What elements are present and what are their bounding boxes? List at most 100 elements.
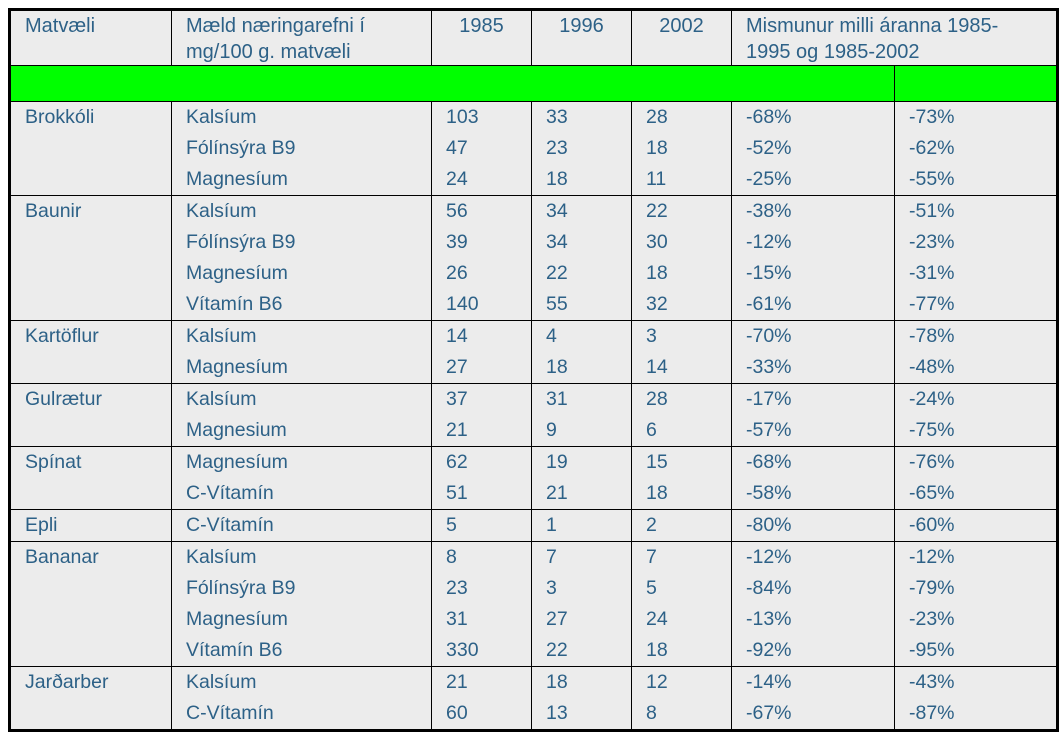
food-group-row: Gulrætur Kalsíum Magnesium 37 21 31 9 28 6 -17% -5…	[9, 383, 1059, 447]
nutrient-value: Vítamín B6	[186, 639, 283, 661]
diff-1985-1995-value: -70%	[746, 325, 792, 347]
green-highlight-row	[9, 65, 1059, 102]
food-name-cell: Brokkóli	[9, 101, 172, 196]
header-label-2002: 2002	[659, 15, 704, 37]
value-1996-cell: 34 34 22 55	[531, 195, 632, 321]
food-name-cell: Baunir	[9, 195, 172, 321]
food-name-cell: Kartöflur	[9, 320, 172, 384]
nutrient-value: Magnesíum	[186, 451, 288, 473]
diff-1985-2002-cell: -78% -48%	[893, 320, 1059, 384]
value-2002-value: 11	[646, 168, 667, 190]
value-1985-cell: 37 21	[431, 383, 532, 447]
value-1996-value: 21	[546, 482, 568, 504]
value-2002-value: 15	[646, 451, 668, 473]
value-1996-value: 22	[546, 262, 568, 284]
header-label-nutrient-line2: mg/100 g. matvæli	[186, 41, 351, 63]
value-1996-cell: 1	[531, 509, 632, 542]
header-cell-1985: 1985	[431, 9, 532, 66]
value-1996-value: 7	[546, 546, 557, 568]
value-1996-value: 33	[546, 106, 568, 128]
value-1985-cell: 62 51	[431, 446, 532, 510]
food-name-cell: Spínat	[9, 446, 172, 510]
diff-1985-2002-value: -78%	[909, 325, 955, 347]
value-2002-value: 32	[646, 293, 668, 315]
header-cell-nutrient: Mæld næringarefni í mg/100 g. matvæli	[171, 9, 432, 66]
nutrient-value: Kalsíum	[186, 671, 257, 693]
value-1996-value: 18	[546, 671, 568, 693]
value-1985-value: 26	[446, 262, 468, 284]
diff-1985-1995-cell: -68% -52% -25%	[731, 101, 895, 196]
value-2002-value: 8	[646, 702, 657, 724]
value-1996-value: 19	[546, 451, 568, 473]
nutrient-value: Magnesium	[186, 419, 287, 441]
value-1996-cell: 31 9	[531, 383, 632, 447]
value-2002-value: 3	[646, 325, 657, 347]
food-name: Gulrætur	[25, 388, 102, 410]
value-1985-value: 56	[446, 200, 468, 222]
diff-1985-2002-value: -76%	[909, 451, 955, 473]
nutrient-cell: Kalsíum Fólínsýra B9 Magnesíum Vítamín B6	[171, 541, 432, 667]
value-2002-value: 24	[646, 608, 668, 630]
diff-1985-2002-value: -24%	[909, 388, 955, 410]
diff-1985-2002-value: -62%	[909, 137, 955, 159]
diff-1985-1995-value: -80%	[746, 514, 792, 536]
nutrient-value: C-Vítamín	[186, 702, 274, 724]
diff-1985-1995-value: -12%	[746, 231, 792, 253]
diff-1985-1995-value: -25%	[746, 168, 792, 190]
diff-1985-2002-value: -43%	[909, 671, 955, 693]
diff-1985-2002-cell: -51% -23% -31% -77%	[893, 195, 1059, 321]
value-1985-value: 140	[446, 293, 479, 315]
value-1985-value: 21	[446, 419, 468, 441]
value-2002-cell: 2	[631, 509, 732, 542]
diff-1985-1995-value: -12%	[746, 546, 792, 568]
header-row: Matvæli Mæld næringarefni í mg/100 g. ma…	[9, 9, 1059, 66]
value-2002-cell: 7 5 24 18	[631, 541, 732, 667]
value-1996-value: 3	[546, 577, 557, 599]
diff-1985-1995-value: -52%	[746, 137, 792, 159]
value-2002-cell: 15 18	[631, 446, 732, 510]
value-2002-value: 30	[646, 231, 668, 253]
value-1985-cell: 14 27	[431, 320, 532, 384]
value-1985-value: 23	[446, 577, 468, 599]
diff-1985-1995-value: -17%	[746, 388, 792, 410]
nutrient-value: Fólínsýra B9	[186, 577, 296, 599]
value-2002-value: 18	[646, 482, 668, 504]
value-1985-value: 14	[446, 325, 468, 347]
diff-1985-1995-cell: -38% -12% -15% -61%	[731, 195, 895, 321]
food-name: Spínat	[25, 451, 82, 473]
value-1985-value: 62	[446, 451, 468, 473]
value-1985-value: 39	[446, 231, 468, 253]
green-highlight-cell-left	[9, 65, 895, 102]
diff-1985-1995-value: -67%	[746, 702, 792, 724]
value-2002-value: 28	[646, 388, 668, 410]
value-1985-cell: 103 47 24	[431, 101, 532, 196]
header-label-food: Matvæli	[25, 15, 96, 37]
diff-1985-2002-cell: -43% -87%	[893, 666, 1059, 731]
value-1985-cell: 56 39 26 140	[431, 195, 532, 321]
nutrient-value: Kalsíum	[186, 546, 257, 568]
value-1985-cell: 21 60	[431, 666, 532, 731]
value-1996-value: 22	[546, 639, 568, 661]
food-group-row: Brokkóli Kalsíum Fólínsýra B9 Magnesíum 103 4…	[9, 101, 1059, 196]
header-cell-difference: Mismunur milli áranna 1985- 1995 og 1985…	[730, 9, 1059, 66]
value-1996-value: 4	[546, 325, 557, 347]
diff-1985-2002-cell: -12% -79% -23% -95%	[893, 541, 1059, 667]
diff-1985-1995-cell: -70% -33%	[731, 320, 895, 384]
value-2002-value: 5	[646, 577, 657, 599]
nutrient-cell: Kalsíum Magnesíum	[171, 320, 432, 384]
nutrient-value: Kalsíum	[186, 388, 257, 410]
value-2002-value: 28	[646, 106, 668, 128]
nutrient-cell: Kalsíum Fólínsýra B9 Magnesíum Vítamín B6	[171, 195, 432, 321]
food-name-cell: Bananar	[9, 541, 172, 667]
value-1996-value: 34	[546, 231, 568, 253]
food-group-row: Jarðarber Kalsíum C-Vítamín 21 60 18 13 12 8 -14%…	[9, 666, 1059, 731]
value-1996-value: 1	[546, 514, 557, 536]
value-1996-cell: 4 18	[531, 320, 632, 384]
value-1985-value: 5	[446, 514, 457, 536]
value-1996-value: 31	[546, 388, 568, 410]
value-2002-value: 7	[646, 546, 657, 568]
diff-1985-1995-value: -68%	[746, 106, 792, 128]
diff-1985-2002-cell: -73% -62% -55%	[893, 101, 1059, 196]
food-name: Epli	[25, 514, 58, 536]
nutrient-cell: Kalsíum C-Vítamín	[171, 666, 432, 731]
